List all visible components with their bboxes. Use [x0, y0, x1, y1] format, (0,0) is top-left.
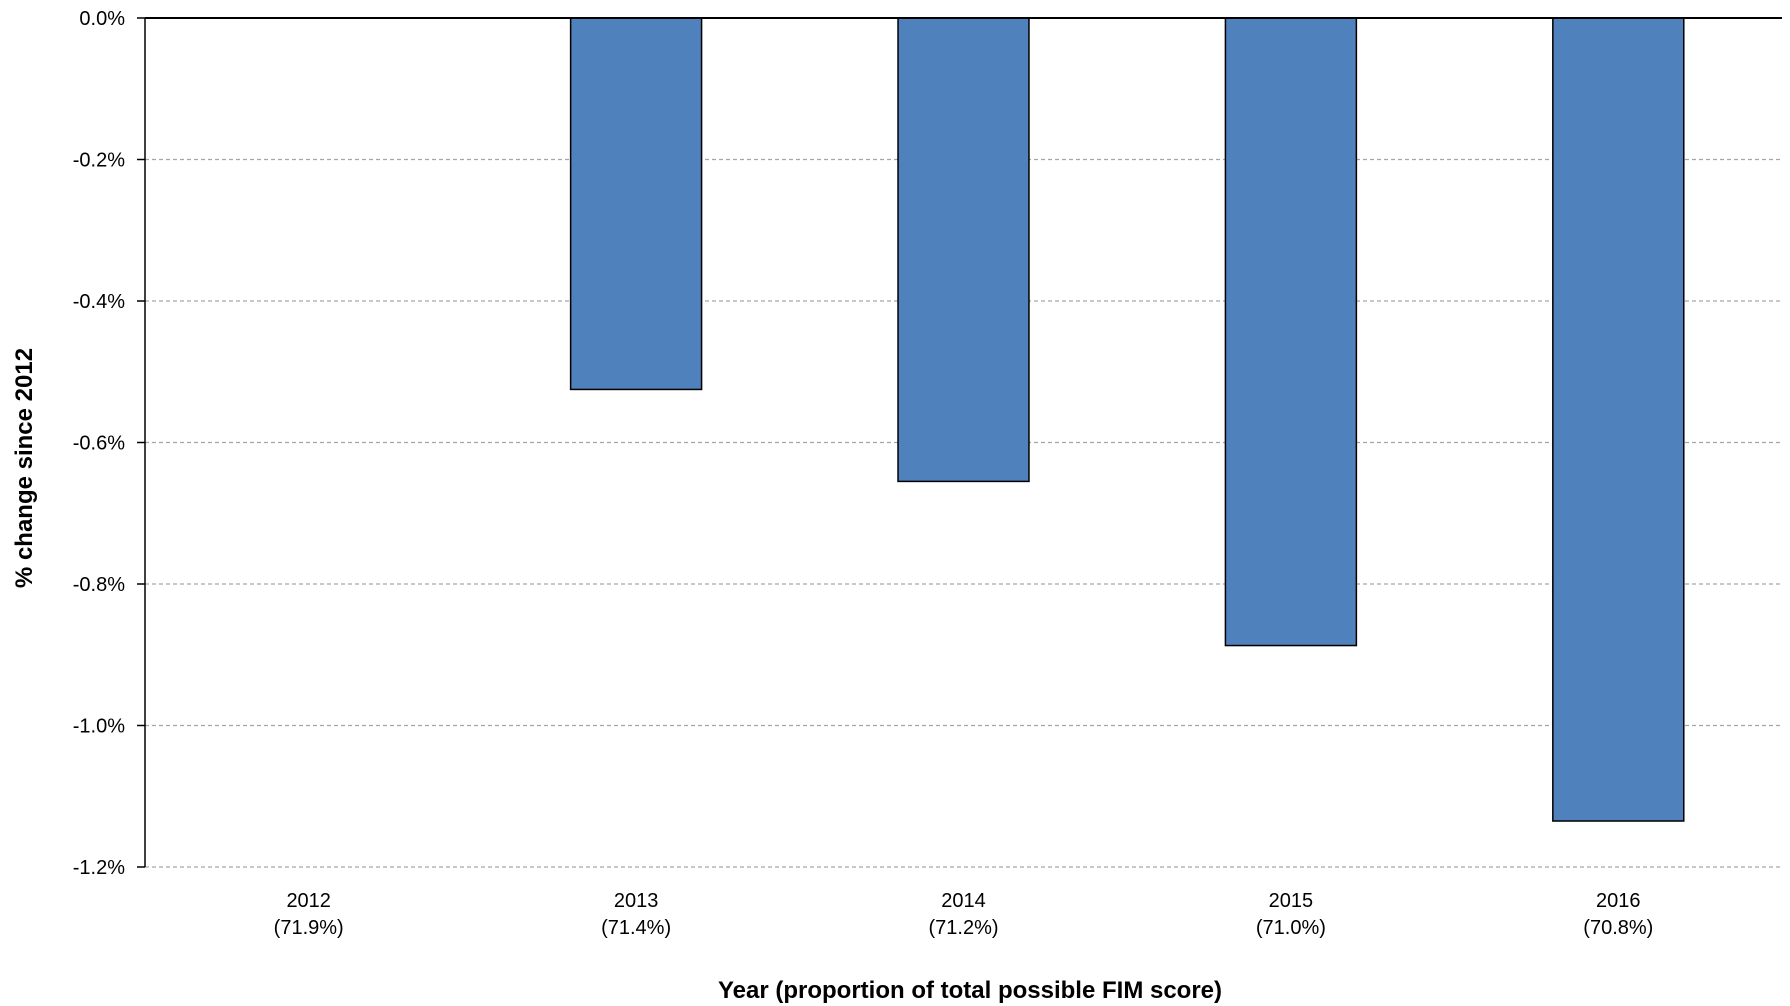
bars [569, 17, 1685, 822]
x-tick-proportion: (71.4%) [601, 917, 671, 939]
bar-2014 [897, 17, 1030, 483]
x-tick-year: 2016 [1596, 890, 1641, 912]
x-tick-year: 2015 [1269, 890, 1314, 912]
y-tick-label: -0.2% [73, 150, 125, 172]
y-tick-label: -0.8% [73, 574, 125, 596]
y-tick-label: 0.0% [79, 8, 125, 30]
y-tick-label: -0.6% [73, 433, 125, 455]
x-tick-proportion: (71.2%) [928, 917, 998, 939]
x-tick-year: 2013 [614, 890, 659, 912]
y-tick-label: -1.0% [73, 716, 125, 738]
x-tick-proportion: (71.9%) [274, 917, 344, 939]
x-tick-year: 2014 [941, 890, 986, 912]
x-axis-title: Year (proportion of total possible FIM s… [718, 977, 1222, 1004]
x-tick-labels: 2012 (71.9%) 2013 (71.4%) 2014 (71.2%) 2015 (71… [274, 890, 1654, 939]
y-tick-label: -0.4% [73, 291, 125, 313]
bar-2016 [1552, 17, 1685, 822]
y-tick-label: -1.2% [73, 857, 125, 879]
axes [137, 17, 1782, 868]
bar-2015 [1224, 17, 1358, 647]
y-tick-labels: 0.0% -0.2% -0.4% -0.6% -0.8% -1.0% -1.2% [73, 8, 125, 879]
bar-2013 [569, 17, 703, 391]
y-axis-title: % change since 2012 [11, 348, 38, 588]
x-tick-year: 2012 [286, 890, 331, 912]
x-tick-proportion: (71.0%) [1256, 917, 1326, 939]
x-tick-proportion: (70.8%) [1583, 917, 1653, 939]
